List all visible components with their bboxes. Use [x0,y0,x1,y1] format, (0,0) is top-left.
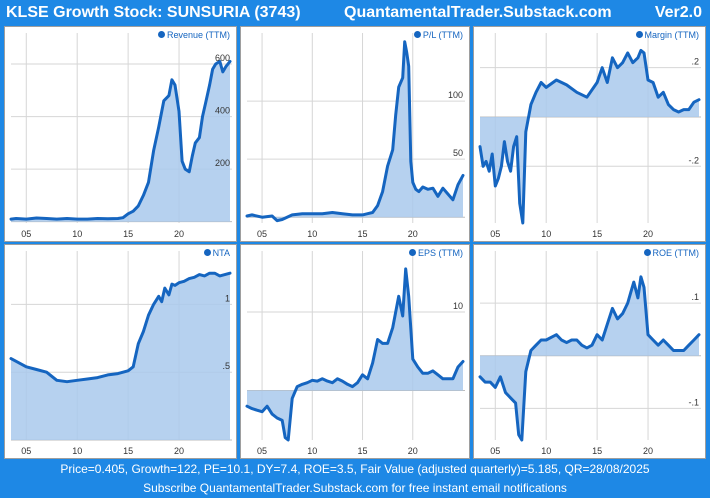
nta-plot: 05 10 15 20 .5 1 [9,251,232,456]
series-area [480,50,699,224]
legend-label: Revenue (TTM) [166,30,230,40]
pl-chart: 05 10 15 20 50 100 P/L (TTM) [240,26,470,242]
eps-plot: 05 10 15 20 10 [245,251,465,456]
x-tick-label: 20 [643,229,653,239]
site-name: QuantamentalTrader.Substack.com [344,4,612,21]
x-tick-label: 05 [490,229,500,239]
y-tick-label: 10 [453,301,463,311]
x-tick-label: 15 [123,229,133,239]
y-tick-label: -.1 [688,397,699,407]
pl-legend: P/L (TTM) [413,30,463,40]
x-tick-label: 10 [72,446,82,456]
series-line [9,59,232,221]
y-tick-label: .2 [691,57,699,67]
series-line [478,48,701,225]
x-tick-label: 20 [408,229,418,239]
x-tick-label: 20 [643,446,653,456]
margin-legend: Margin (TTM) [635,30,700,40]
version-label: Ver2.0 [654,4,702,21]
footer-bar: Price=0.405, Growth=122, PE=10.1, DY=7.4… [0,460,710,498]
margin-plot: 05 10 15 20 -.2 .2 [478,33,701,239]
y-tick-label: 400 [215,106,230,116]
legend-dot-icon [409,249,416,256]
header-bar: KLSE Growth Stock: SUNSURIA (3743) Quant… [0,0,710,26]
legend-dot-icon [635,31,643,38]
series-line [9,271,232,384]
subscribe-note: Subscribe QuantamentalTrader.Substack.co… [143,481,567,495]
legend-dot-icon [413,31,421,38]
x-tick-label: 20 [174,446,184,456]
chart-grid: 05 10 15 20 200 400 600 Revenue (TTM) 05 10 15 20… [0,26,710,460]
nta-legend: NTA [203,248,230,258]
revenue-chart: 05 10 15 20 200 400 600 Revenue (TTM) [4,26,237,242]
y-tick-label: .1 [691,292,699,302]
legend-label: EPS (TTM) [418,248,463,258]
x-tick-label: 15 [592,229,602,239]
y-tick-label: 600 [215,53,230,63]
roe-chart: 05 10 15 20 -.1 .1 ROE (TTM) [473,244,706,459]
legend-dot-icon [203,249,211,256]
series-line [478,275,701,442]
x-tick-label: 05 [257,229,267,239]
series-line [245,40,465,223]
nta-chart: 05 10 15 20 .5 1 NTA [4,244,237,459]
series-area [247,268,463,440]
x-tick-label: 05 [490,446,500,456]
y-tick-label: 100 [448,90,463,100]
x-tick-label: 15 [123,446,133,456]
x-tick-label: 10 [307,229,317,239]
y-tick-label: 200 [215,158,230,168]
eps-legend: EPS (TTM) [409,248,463,258]
series-line [245,267,465,442]
roe-legend: ROE (TTM) [643,248,700,258]
y-tick-label: 1 [225,293,230,303]
revenue-legend: Revenue (TTM) [157,30,230,40]
x-tick-label: 10 [72,229,82,239]
margin-chart: 05 10 15 20 -.2 .2 Margin (TTM) [473,26,706,242]
y-tick-label: 50 [453,148,463,158]
x-tick-label: 05 [21,446,31,456]
series-area [11,273,230,440]
series-area [480,276,699,440]
y-tick-label: -.2 [688,155,699,165]
x-tick-label: 10 [541,229,551,239]
y-tick-label: .5 [222,361,230,371]
legend-dot-icon [157,31,165,38]
page-title: KLSE Growth Stock: SUNSURIA (3743) [6,4,301,21]
x-tick-label: 20 [174,229,184,239]
legend-label: Margin (TTM) [644,30,700,40]
series-area [11,61,230,222]
legend-dot-icon [643,249,651,256]
x-tick-label: 10 [307,446,317,456]
x-tick-label: 20 [408,446,418,456]
x-tick-label: 05 [257,446,267,456]
x-tick-label: 15 [592,446,602,456]
x-tick-label: 10 [541,446,551,456]
legend-label: ROE (TTM) [652,248,700,258]
eps-chart: 05 10 15 20 10 EPS (TTM) [240,244,470,459]
x-tick-label: 05 [21,229,31,239]
series-area [247,41,463,221]
stock-metrics: Price=0.405, Growth=122, PE=10.1, DY=7.4… [60,462,650,476]
x-tick-label: 15 [358,446,368,456]
x-tick-label: 15 [358,229,368,239]
pl-plot: 05 10 15 20 50 100 [245,33,465,239]
legend-label: P/L (TTM) [422,30,463,40]
roe-plot: 05 10 15 20 -.1 .1 [478,251,701,456]
legend-label: NTA [212,248,230,258]
revenue-plot: 05 10 15 20 200 400 600 [9,33,232,239]
